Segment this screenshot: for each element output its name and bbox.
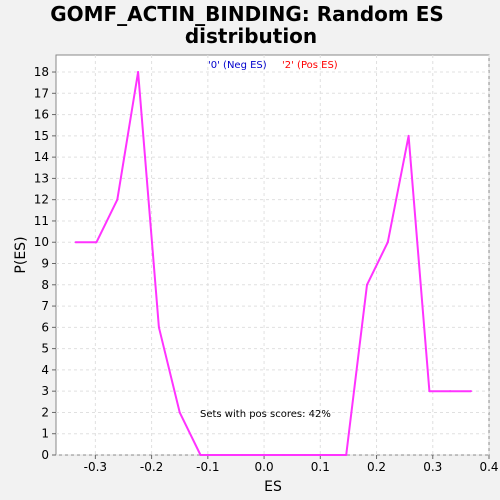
data-point	[324, 454, 327, 456]
chart-title-line2: distribution	[185, 24, 317, 48]
data-point	[470, 390, 473, 393]
legend-entry-pos: '2' (Pos ES)	[282, 60, 338, 71]
data-point	[220, 454, 223, 456]
y-tick-label: 17	[34, 86, 49, 100]
data-point	[199, 454, 202, 456]
data-point	[303, 454, 306, 456]
data-point	[428, 390, 431, 393]
y-tick-label: 3	[41, 384, 49, 398]
x-tick-label: 0.2	[367, 460, 386, 474]
legend-entry-neg: '0' (Neg ES)	[208, 60, 267, 71]
y-tick-label: 1	[41, 427, 49, 441]
y-tick-label: 18	[34, 65, 49, 79]
data-point	[241, 454, 244, 456]
x-tick-label: -0.2	[140, 460, 163, 474]
y-tick-label: 4	[41, 363, 49, 377]
chart-title-line1: GOMF_ACTIN_BINDING: Random ES	[50, 2, 444, 26]
data-point	[157, 326, 160, 329]
x-axis-label: ES	[264, 479, 282, 495]
data-point	[116, 198, 119, 201]
x-tick-label: 0.4	[479, 460, 498, 474]
y-tick-label: 13	[34, 171, 49, 185]
x-axis-ticks: -0.3 -0.2 -0.1 0.0 0.1 0.2 0.3 0.4	[84, 455, 499, 474]
data-point	[137, 71, 140, 74]
data-point	[74, 241, 77, 244]
annotation-pos-scores: Sets with pos scores: 42%	[200, 409, 331, 420]
series-group	[74, 71, 473, 456]
x-tick-label: 0.0	[255, 460, 274, 474]
y-tick-label: 5	[41, 342, 49, 356]
x-tick-label: 0.3	[423, 460, 442, 474]
y-tick-label: 9	[41, 257, 49, 271]
y-tick-label: 15	[34, 129, 49, 143]
data-point	[178, 411, 181, 414]
y-tick-label: 12	[34, 193, 49, 207]
y-tick-label: 7	[41, 299, 49, 313]
data-point	[95, 241, 98, 244]
x-tick-label: -0.1	[196, 460, 219, 474]
data-point	[365, 283, 368, 286]
y-tick-label: 14	[34, 150, 49, 164]
x-tick-label: -0.3	[84, 460, 107, 474]
data-point	[282, 454, 285, 456]
y-tick-label: 10	[34, 235, 49, 249]
data-point	[449, 390, 452, 393]
data-point	[407, 134, 410, 137]
data-point	[386, 241, 389, 244]
y-tick-label: 0	[41, 448, 49, 462]
data-point	[345, 454, 348, 456]
x-tick-label: 0.1	[311, 460, 330, 474]
y-tick-label: 8	[41, 278, 49, 292]
y-tick-label: 6	[41, 320, 49, 334]
y-tick-label: 16	[34, 108, 49, 122]
y-axis-label: P(ES)	[13, 236, 29, 273]
plot-area	[55, 54, 490, 456]
grid	[56, 55, 490, 456]
y-tick-label: 2	[41, 405, 49, 419]
data-point	[261, 454, 264, 456]
series-line	[75, 71, 471, 456]
y-tick-label: 11	[34, 214, 49, 228]
